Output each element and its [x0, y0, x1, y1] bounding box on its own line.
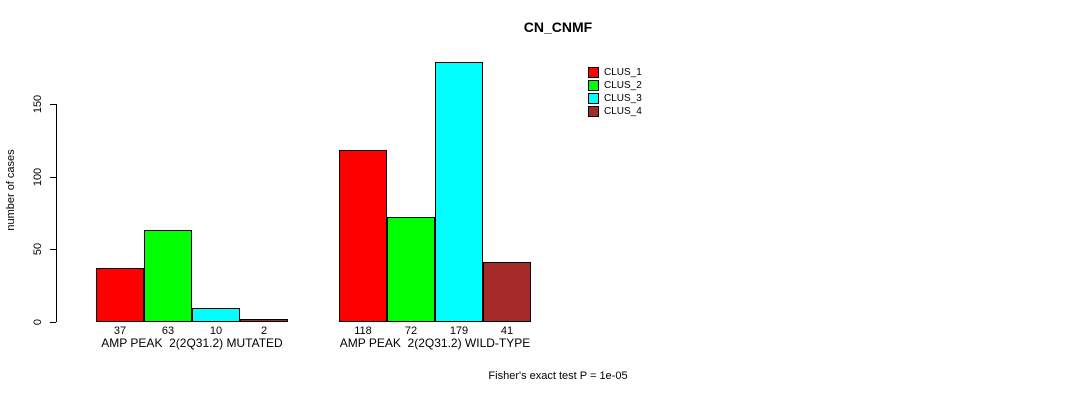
bar-value-label: 2: [260, 325, 268, 337]
bar-clus_3-group2: [435, 61, 483, 322]
bar-value-label: 118: [354, 325, 372, 337]
y-axis-line: [56, 103, 57, 322]
legend-item: CLUS_3: [588, 92, 642, 105]
bar-value-label: 72: [404, 325, 418, 337]
legend-item: CLUS_2: [588, 79, 642, 92]
bar-value-label: 179: [449, 325, 469, 337]
y-axis-label: number of cases: [5, 149, 17, 231]
legend-swatch: [588, 80, 599, 91]
bar-clus_3-group1: [192, 307, 240, 322]
y-tick-label: 0: [32, 318, 44, 326]
bar-value-label: 37: [113, 325, 127, 337]
legend-label: CLUS_4: [604, 106, 642, 117]
legend: CLUS_1 CLUS_2 CLUS_3 CLUS_4: [588, 66, 642, 118]
y-tick-mark: [50, 249, 56, 251]
legend-label: CLUS_2: [604, 80, 642, 91]
group-label: AMP PEAK 2(2Q31.2) MUTATED: [101, 336, 283, 350]
legend-swatch: [588, 106, 599, 117]
y-tick-label: 100: [32, 167, 44, 186]
chart-title: CN_CNMF: [523, 19, 593, 35]
bar-clus_1-group2: [339, 150, 387, 322]
bar-clus_4-group2: [483, 262, 531, 322]
legend-swatch: [588, 93, 599, 104]
bar-clus_1-group1: [96, 268, 144, 322]
legend-item: CLUS_1: [588, 66, 642, 79]
y-tick-label: 50: [32, 243, 44, 256]
y-tick-mark: [50, 103, 56, 105]
legend-label: CLUS_3: [604, 93, 642, 104]
bar-value-label: 10: [209, 325, 223, 337]
y-tick-label: 150: [32, 94, 44, 114]
bar-clus_2-group2: [387, 217, 435, 322]
bar-value-label: 63: [161, 325, 175, 337]
legend-label: CLUS_1: [604, 67, 642, 78]
footnote-text: Fisher's exact test P = 1e-05: [488, 370, 628, 382]
bar-clus_2-group1: [144, 230, 192, 322]
group-label: AMP PEAK 2(2Q31.2) WILD-TYPE: [339, 336, 531, 350]
legend-item: CLUS_4: [588, 105, 642, 118]
y-tick-mark: [50, 176, 56, 178]
legend-swatch: [588, 67, 599, 78]
bar-value-label: 41: [500, 325, 514, 337]
y-tick-mark: [50, 322, 56, 323]
bar-clus_4-group1: [240, 319, 288, 322]
